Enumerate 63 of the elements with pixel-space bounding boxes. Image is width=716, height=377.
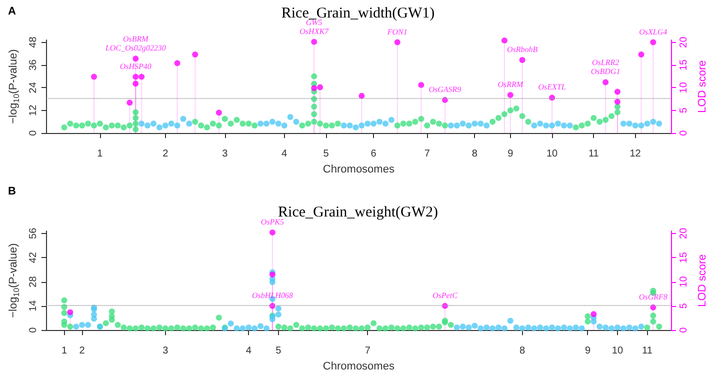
x-tick-label: 4 [282,148,288,160]
x-tick-label: 2 [79,346,86,357]
y-tick-label: 24 [28,82,39,94]
data-label: OsHSP40 [120,62,152,71]
x-tick-label: 4 [246,346,252,357]
x-tick-label: 7 [364,346,371,357]
x-tick-label: 10 [546,148,558,160]
data-label: OsbHLH068 [252,290,293,300]
x-tick-label: 8 [520,346,526,357]
y2-tick-label: 0 [678,130,690,136]
y2-tick-label: 5 [678,107,690,114]
x-tick-label: 6 [370,148,377,160]
x-tick-label: 1 [61,346,68,357]
y-axis-title: −log10(P-value) [8,243,21,318]
y2-tick-label: 15 [678,58,690,71]
x-axis-title: Chromosomes [322,164,395,176]
y-tick-label: 28 [28,276,39,288]
y2-tick-label: 5 [678,302,690,309]
y-axis-title: −log10(P-value) [8,49,21,124]
x-tick-label: 1 [97,148,104,160]
y2-tick-label: 15 [678,252,690,264]
y2-axis-title: LOD score [696,60,708,113]
x-tick-label: 7 [424,148,430,160]
text: A [8,6,16,18]
x-tick-label: 9 [584,346,591,357]
x-tick-label: 5 [276,346,282,357]
y-tick-label: 12 [28,104,39,116]
data-label: OsRRM [498,80,524,89]
data-label: OsRbohB [506,44,538,54]
data-label: OsXLG4 [639,27,668,36]
x-tick-label: 11 [588,148,600,160]
y2-tick-label: 20 [678,36,690,48]
y2-axis-title: LOD score [696,254,708,307]
x-tick-label: 2 [162,148,169,160]
data-label: OsLRR2 OsBDG1 [590,58,620,76]
text: B [8,186,16,198]
x-tick-label: 9 [508,148,514,160]
x-tick-label: 3 [162,346,169,357]
y2-tick-label: 10 [678,82,690,94]
x-tick-label: 5 [323,148,330,160]
x-axis-title: Chromosomes [322,360,395,372]
y-tick-label: 48 [28,36,39,48]
y-tick-label: 42 [28,252,39,264]
y-tick-label: 36 [28,58,39,71]
x-tick-label: 8 [472,148,478,160]
data-label: OsEXTL [538,82,566,92]
x-tick-label: 11 [642,346,653,357]
data-label: OsGASR9 [428,84,462,94]
y2-tick-label: 0 [678,326,690,333]
x-tick-label: 12 [630,148,642,160]
data-label: FON1 [386,27,408,36]
y-tick-label: 14 [28,300,39,312]
y-tick-label: 56 [28,227,39,239]
x-tick-label: 3 [222,148,228,160]
x-tick-label: 10 [612,346,624,357]
y2-tick-label: 20 [678,227,690,239]
data-label: OsGRF8 [638,292,668,302]
y2-tick-label: 10 [678,276,690,288]
y-tick-label: 0 [28,130,39,136]
y-tick-label: 0 [28,326,39,333]
data-label: OsPetC [432,290,458,300]
data-label: OsBRM LOC_Os02g02230 [104,34,166,53]
chart-title: Rice_Grain_width(GW1) [281,6,435,22]
